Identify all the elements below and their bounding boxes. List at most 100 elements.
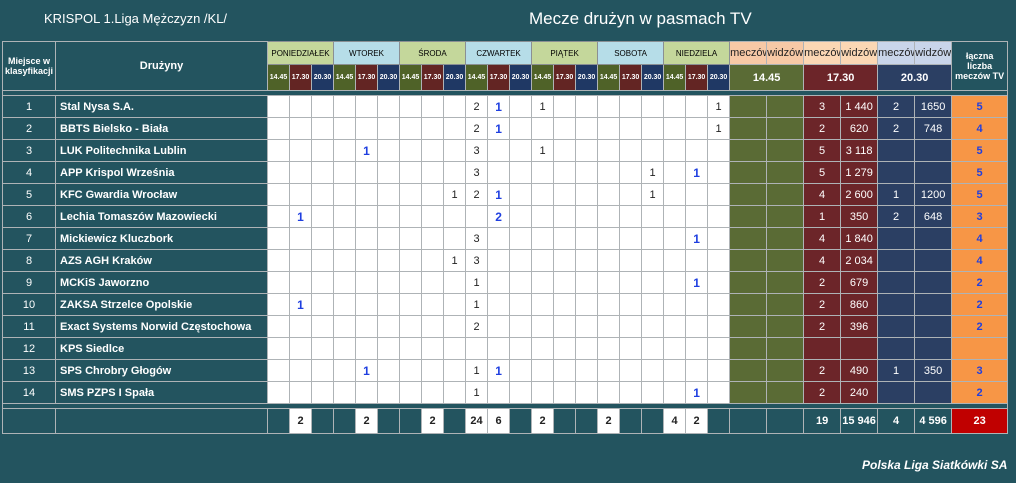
slot-cell <box>663 381 687 404</box>
slot-cell: 2 <box>487 205 511 228</box>
slot-cell <box>465 337 489 360</box>
slot-1445-count <box>729 183 768 206</box>
total-cell: 4 <box>951 249 1009 272</box>
slot-1445-count <box>729 161 768 184</box>
slot-2030-viewers: 1200 <box>914 183 953 206</box>
summary-cell <box>619 408 643 434</box>
slot-cell <box>509 139 533 162</box>
slot-cell <box>376 271 401 294</box>
slot-cell <box>355 205 378 228</box>
slot-cell <box>575 271 599 294</box>
slot-1730-count: 2 <box>803 271 842 294</box>
slot-cell <box>641 359 665 382</box>
slot-cell <box>619 227 643 250</box>
slot-1445-viewers <box>766 381 805 404</box>
slot-cell <box>311 315 334 338</box>
slot-cell <box>663 359 687 382</box>
slot-cell <box>553 117 577 140</box>
slot-1730-count: 2 <box>803 293 842 316</box>
slot-cell <box>355 161 378 184</box>
slot-cell <box>685 315 709 338</box>
slot-cell <box>641 205 665 228</box>
total-cell: 2 <box>951 315 1009 338</box>
summary-cell: 2 <box>355 408 378 434</box>
slot-1730-viewers: 240 <box>840 381 879 404</box>
summary-cell <box>553 408 577 434</box>
slot-2030-count: 2 <box>877 117 916 140</box>
slot-2030-count <box>877 293 916 316</box>
slot-cell: 1 <box>707 117 731 140</box>
slot-cell <box>267 227 290 250</box>
slot-cell <box>531 183 555 206</box>
summary-cell: 4 <box>663 408 687 434</box>
slot-cell <box>443 117 467 140</box>
slot-cell <box>399 249 423 272</box>
slot-cell <box>575 161 599 184</box>
slot-header: 14.45 <box>729 64 805 91</box>
table-row: 13 SPS Chrobry Głogów 1 1 1 2 490 1 350 3 <box>2 359 1009 382</box>
slot-1445-viewers <box>766 315 805 338</box>
slot-cell <box>553 271 577 294</box>
slot-cell <box>487 161 511 184</box>
slot-header: 20.30 <box>877 64 953 91</box>
slot-cell: 1 <box>443 183 467 206</box>
place-cell: 11 <box>2 315 56 338</box>
slot-cell <box>553 249 577 272</box>
slot-2030-count <box>877 249 916 272</box>
slot-1445-viewers <box>766 161 805 184</box>
slot-cell <box>707 337 731 360</box>
slot-1730-count: 4 <box>803 227 842 250</box>
team-name: SMS PZPS I Spała <box>55 381 268 404</box>
slot-cell <box>685 337 709 360</box>
slot-1730-viewers: 1 840 <box>840 227 879 250</box>
slot-1730-count: 5 <box>803 161 842 184</box>
slot-cell <box>531 161 555 184</box>
slot-1445-viewers <box>766 271 805 294</box>
summary-cell: 2 <box>531 408 555 434</box>
slot-cell: 1 <box>355 359 378 382</box>
place-cell: 5 <box>2 183 56 206</box>
slot-cell: 1 <box>465 359 489 382</box>
slot-1730-count: 2 <box>803 117 842 140</box>
place-cell: 1 <box>2 95 56 118</box>
time-header: 14.45 <box>663 64 687 91</box>
team-name: AZS AGH Kraków <box>55 249 268 272</box>
title-bar: KRISPOL 1.Liga Mężczyzn /KL/ Mecze druży… <box>0 0 1016 40</box>
slot-cell <box>355 271 378 294</box>
slot-cell: 1 <box>685 381 709 404</box>
slot-cell <box>376 359 401 382</box>
time-header: 17.30 <box>421 64 445 91</box>
slot-1730-count: 1 <box>803 205 842 228</box>
slot-cell <box>641 139 665 162</box>
slot-cell <box>311 205 334 228</box>
slot-cell <box>399 205 423 228</box>
slot-cell <box>575 359 599 382</box>
total-cell: 5 <box>951 139 1009 162</box>
slot-1730-viewers: 1 440 <box>840 95 879 118</box>
slot-cell <box>531 117 555 140</box>
slot-1445-viewers <box>766 293 805 316</box>
total-cell: 3 <box>951 205 1009 228</box>
slot-cell <box>641 227 665 250</box>
slot-cell <box>531 315 555 338</box>
slot-1445-count <box>729 205 768 228</box>
viewers-header: widzów <box>914 41 953 65</box>
matches-header: meczów <box>877 41 916 65</box>
slot-1730-viewers: 396 <box>840 315 879 338</box>
slot-1730-viewers: 679 <box>840 271 879 294</box>
slot-1445-viewers <box>766 117 805 140</box>
summary-cell <box>443 408 467 434</box>
slot-cell <box>267 315 290 338</box>
slot-cell <box>289 249 312 272</box>
slot-2030-viewers <box>914 161 953 184</box>
place-cell: 2 <box>2 117 56 140</box>
day-header: SOBOTA <box>597 41 665 65</box>
slot-cell: 1 <box>487 183 511 206</box>
slot-cell <box>553 227 577 250</box>
slot-cell <box>376 183 401 206</box>
slot-cell <box>575 337 599 360</box>
place-cell: 10 <box>2 293 56 316</box>
slot-cell <box>619 161 643 184</box>
slot-cell <box>531 205 555 228</box>
team-name: Stal Nysa S.A. <box>55 95 268 118</box>
